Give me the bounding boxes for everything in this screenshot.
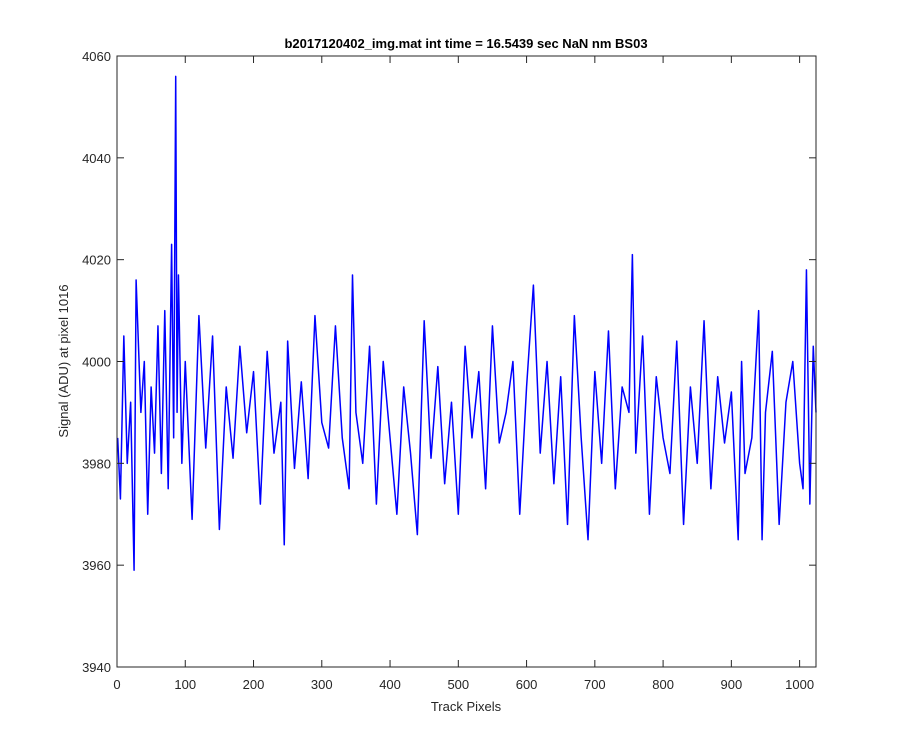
chart-title: b2017120402_img.mat int time = 16.5439 s… (284, 36, 647, 51)
x-tick-label: 400 (379, 677, 401, 692)
x-tick-label: 1000 (785, 677, 814, 692)
x-tick-label: 100 (174, 677, 196, 692)
x-tick-label: 500 (447, 677, 469, 692)
y-tick-label: 4060 (82, 49, 111, 64)
x-tick-label: 200 (243, 677, 265, 692)
x-tick-label: 300 (311, 677, 333, 692)
x-tick-label: 900 (721, 677, 743, 692)
x-tick-label: 800 (652, 677, 674, 692)
y-tick-label: 4000 (82, 355, 111, 370)
x-tick-label: 0 (113, 677, 120, 692)
series-line-0 (116, 75, 817, 572)
y-tick-label: 4040 (82, 151, 111, 166)
y-tick-label: 3940 (82, 660, 111, 675)
series-layer (116, 75, 817, 572)
x-tick-label: 700 (584, 677, 606, 692)
x-tick-label: 600 (516, 677, 538, 692)
y-tick-label: 4020 (82, 253, 111, 268)
ticks-layer: 0 100 200 300 400 500 600 700 800 900 1000 3940 3960… (82, 49, 816, 692)
y-tick-label: 3980 (82, 456, 111, 471)
y-axis-label: Signal (ADU) at pixel 1016 (56, 284, 71, 437)
x-axis-label: Track Pixels (431, 699, 502, 714)
y-tick-label: 3960 (82, 558, 111, 573)
